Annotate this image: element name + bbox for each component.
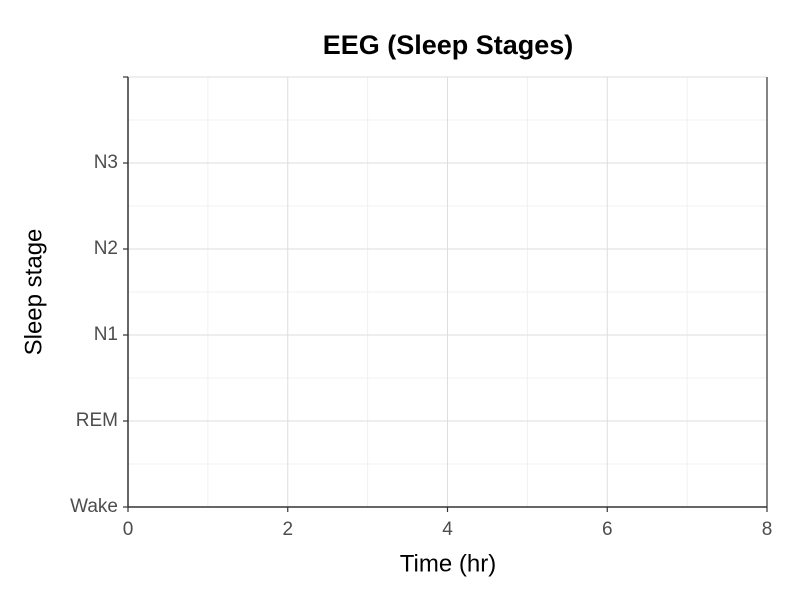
x-tick-label: 2 bbox=[282, 519, 293, 540]
y-tick-label: N3 bbox=[94, 152, 118, 173]
y-tick-label: N2 bbox=[94, 238, 118, 259]
y-tick-label: N1 bbox=[94, 324, 118, 345]
x-tick-label: 4 bbox=[442, 519, 453, 540]
y-axis-label: Sleep stage bbox=[20, 229, 47, 356]
x-tick-label: 8 bbox=[762, 519, 773, 540]
x-tick-label: 0 bbox=[123, 519, 134, 540]
y-tick-label: Wake bbox=[70, 496, 118, 517]
x-tick-label: 6 bbox=[602, 519, 613, 540]
x-axis-label: Time (hr) bbox=[400, 550, 496, 577]
y-tick-label: REM bbox=[76, 410, 118, 431]
chart-title: EEG (Sleep Stages) bbox=[323, 30, 574, 60]
